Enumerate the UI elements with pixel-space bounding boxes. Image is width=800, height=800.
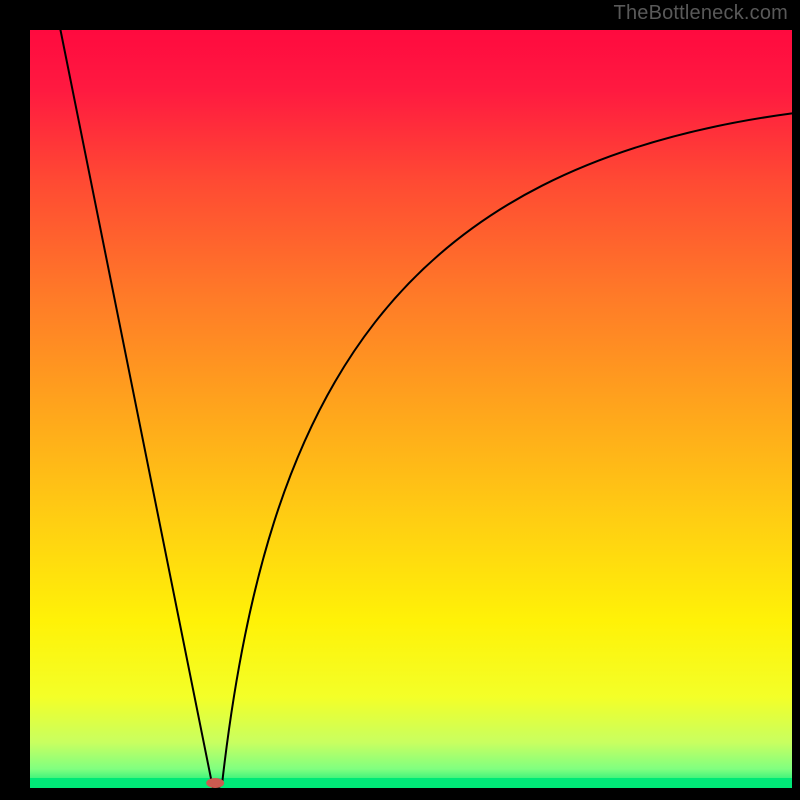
chart-stage: TheBottleneck.com [0,0,800,800]
plot-border-right [792,0,800,800]
watermark-text: TheBottleneck.com [614,2,788,25]
plot-border-left [0,0,30,800]
plot-border-bottom [0,788,800,800]
green-baseline-band [30,778,792,788]
plot-gradient-background [30,30,792,788]
